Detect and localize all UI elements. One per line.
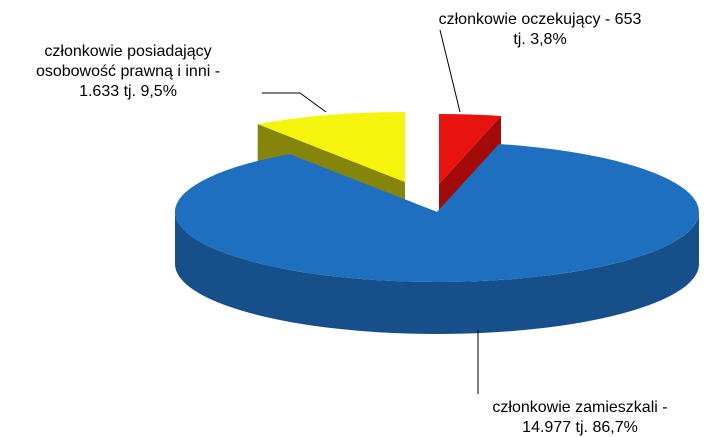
slice-side (175, 212, 699, 334)
pie-slice (174, 144, 699, 283)
leader-line (439, 29, 461, 113)
tops (174, 112, 699, 283)
data-label: 14.977 tj. 86,7% (522, 419, 638, 436)
sides (175, 212, 699, 334)
data-label: 1.633 tj. 9,5% (79, 83, 177, 100)
labels: członkowie oczekujący - 653 tj. 3,8% człon… (36, 11, 668, 436)
data-label: członkowie zamieszkali - (492, 399, 667, 416)
data-label: osobowość prawną i inni - (36, 63, 220, 80)
data-label: tj. 3,8% (513, 31, 566, 48)
data-label: członkowie oczekujący - 653 (439, 11, 642, 28)
data-label: członkowie posiadający (44, 43, 211, 60)
pie-slice (257, 112, 405, 182)
leader-line (262, 92, 327, 113)
pie-slice (439, 114, 501, 184)
